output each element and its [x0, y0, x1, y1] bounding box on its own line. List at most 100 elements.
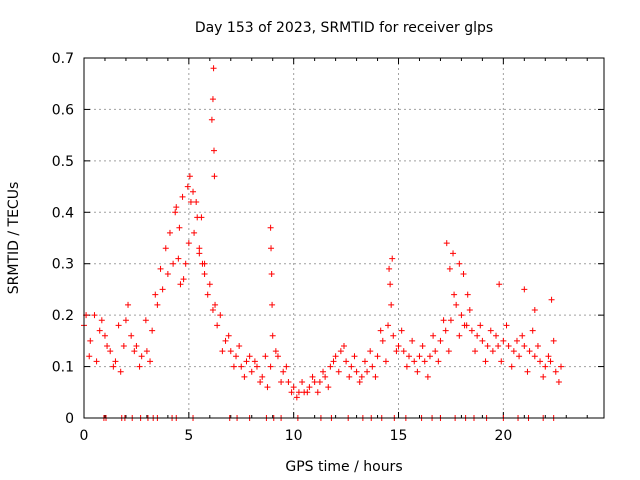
data-point — [445, 348, 452, 355]
data-point — [537, 358, 544, 365]
data-point — [552, 368, 559, 375]
data-point — [358, 373, 365, 380]
data-point — [290, 384, 297, 391]
axis-ticks: 0 0.1 0.2 0.3 0.4 0.5 0.6 0.7 0 5 10 15 20 — [52, 51, 604, 444]
data-point — [257, 379, 264, 385]
data-point — [379, 337, 386, 344]
data-point — [348, 363, 355, 370]
y-tick-label: 0.4 — [52, 205, 74, 221]
data-point — [91, 312, 98, 319]
data-point — [395, 343, 402, 349]
data-points — [81, 65, 565, 421]
data-point — [278, 379, 285, 385]
y-tick-label: 0.7 — [52, 51, 74, 67]
data-point — [166, 229, 173, 236]
data-point — [201, 271, 208, 277]
data-point — [283, 363, 290, 370]
data-point — [361, 358, 368, 365]
data-point — [162, 245, 169, 252]
data-point — [136, 363, 143, 370]
data-point — [388, 301, 395, 308]
y-tick-label: 0.2 — [52, 308, 74, 324]
data-point — [503, 322, 510, 329]
data-point — [280, 368, 287, 375]
data-point — [198, 214, 205, 221]
data-point — [184, 183, 191, 190]
data-point — [233, 353, 240, 360]
data-point — [458, 312, 465, 319]
data-point — [519, 332, 526, 339]
data-point — [179, 193, 186, 200]
data-point — [390, 332, 397, 339]
data-point — [288, 389, 295, 396]
data-point — [322, 373, 329, 380]
data-point — [482, 358, 489, 365]
data-point — [545, 353, 552, 360]
data-point — [472, 348, 479, 355]
grid-lines — [84, 58, 604, 418]
data-point — [253, 363, 260, 370]
data-point — [403, 363, 410, 370]
data-point — [382, 358, 389, 365]
data-point — [125, 301, 132, 308]
data-point — [120, 343, 127, 349]
data-point — [311, 379, 318, 385]
data-point — [248, 368, 255, 375]
data-point — [219, 348, 226, 355]
data-point — [98, 317, 105, 324]
data-point — [461, 322, 468, 329]
data-point — [267, 224, 274, 231]
data-point — [230, 363, 237, 370]
data-point — [196, 250, 203, 257]
data-point — [267, 363, 274, 370]
data-point — [251, 358, 258, 365]
data-point — [466, 307, 473, 313]
data-point — [510, 348, 517, 355]
data-point — [558, 363, 565, 370]
data-point — [389, 255, 396, 262]
data-point — [143, 348, 150, 355]
data-point — [406, 353, 412, 360]
data-point — [320, 368, 327, 375]
data-point — [269, 332, 276, 339]
x-tick-label: 10 — [285, 428, 303, 444]
data-point — [147, 358, 154, 365]
y-tick-label: 0.6 — [52, 102, 74, 118]
data-point — [115, 322, 122, 329]
data-point — [456, 260, 463, 267]
data-point — [201, 260, 208, 267]
data-point — [479, 337, 486, 344]
data-point — [487, 327, 494, 334]
data-point — [208, 116, 215, 123]
data-point — [164, 271, 171, 277]
data-point — [293, 394, 300, 401]
data-point — [209, 307, 216, 313]
data-point — [440, 317, 447, 324]
data-point — [268, 271, 275, 277]
data-point — [172, 209, 179, 216]
data-point — [93, 358, 100, 365]
data-point — [236, 343, 243, 349]
data-point — [484, 343, 491, 349]
data-point — [227, 348, 234, 355]
y-tick-label: 0.3 — [52, 257, 74, 273]
data-point — [225, 332, 232, 339]
data-point — [447, 317, 454, 324]
data-point — [351, 353, 358, 360]
data-point — [526, 348, 533, 355]
data-point — [272, 348, 279, 355]
data-point — [374, 353, 381, 360]
data-point — [477, 322, 484, 329]
data-point — [152, 291, 159, 298]
data-point — [456, 332, 463, 339]
data-point — [170, 260, 177, 267]
data-point — [176, 224, 183, 231]
data-point — [182, 260, 189, 267]
y-tick-label: 0 — [65, 411, 74, 427]
data-point — [177, 281, 184, 288]
data-point — [500, 337, 507, 344]
data-point — [529, 327, 536, 334]
data-point — [104, 343, 111, 349]
data-point — [369, 363, 376, 370]
data-point — [209, 96, 216, 103]
